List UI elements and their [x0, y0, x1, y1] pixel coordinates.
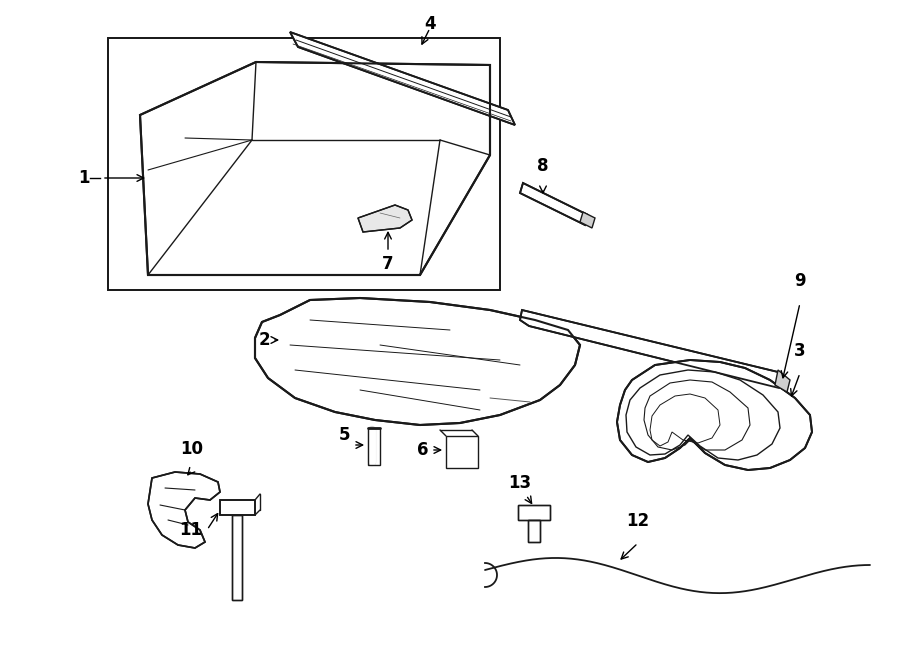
Text: 11: 11	[179, 521, 202, 539]
Text: 9: 9	[794, 272, 806, 290]
Polygon shape	[528, 520, 540, 542]
Polygon shape	[140, 62, 490, 275]
Text: 2: 2	[258, 331, 270, 349]
Text: 3: 3	[794, 342, 806, 360]
Text: 12: 12	[626, 512, 650, 530]
Polygon shape	[290, 32, 515, 125]
Polygon shape	[220, 500, 255, 515]
Text: 4: 4	[424, 15, 436, 33]
Text: 10: 10	[181, 440, 203, 458]
Text: 5: 5	[338, 426, 350, 444]
Polygon shape	[775, 370, 790, 392]
Text: 7: 7	[382, 255, 394, 273]
Text: 8: 8	[537, 157, 549, 175]
Text: 13: 13	[508, 474, 532, 492]
Polygon shape	[617, 360, 812, 470]
Polygon shape	[108, 38, 500, 290]
Polygon shape	[520, 183, 588, 225]
Polygon shape	[148, 472, 220, 548]
Text: 6: 6	[417, 441, 428, 459]
Polygon shape	[520, 310, 785, 388]
Polygon shape	[518, 505, 550, 520]
Polygon shape	[358, 205, 412, 232]
Polygon shape	[580, 212, 595, 228]
Polygon shape	[446, 436, 478, 468]
Text: 1: 1	[78, 169, 90, 187]
Polygon shape	[232, 515, 242, 600]
Polygon shape	[255, 298, 580, 425]
